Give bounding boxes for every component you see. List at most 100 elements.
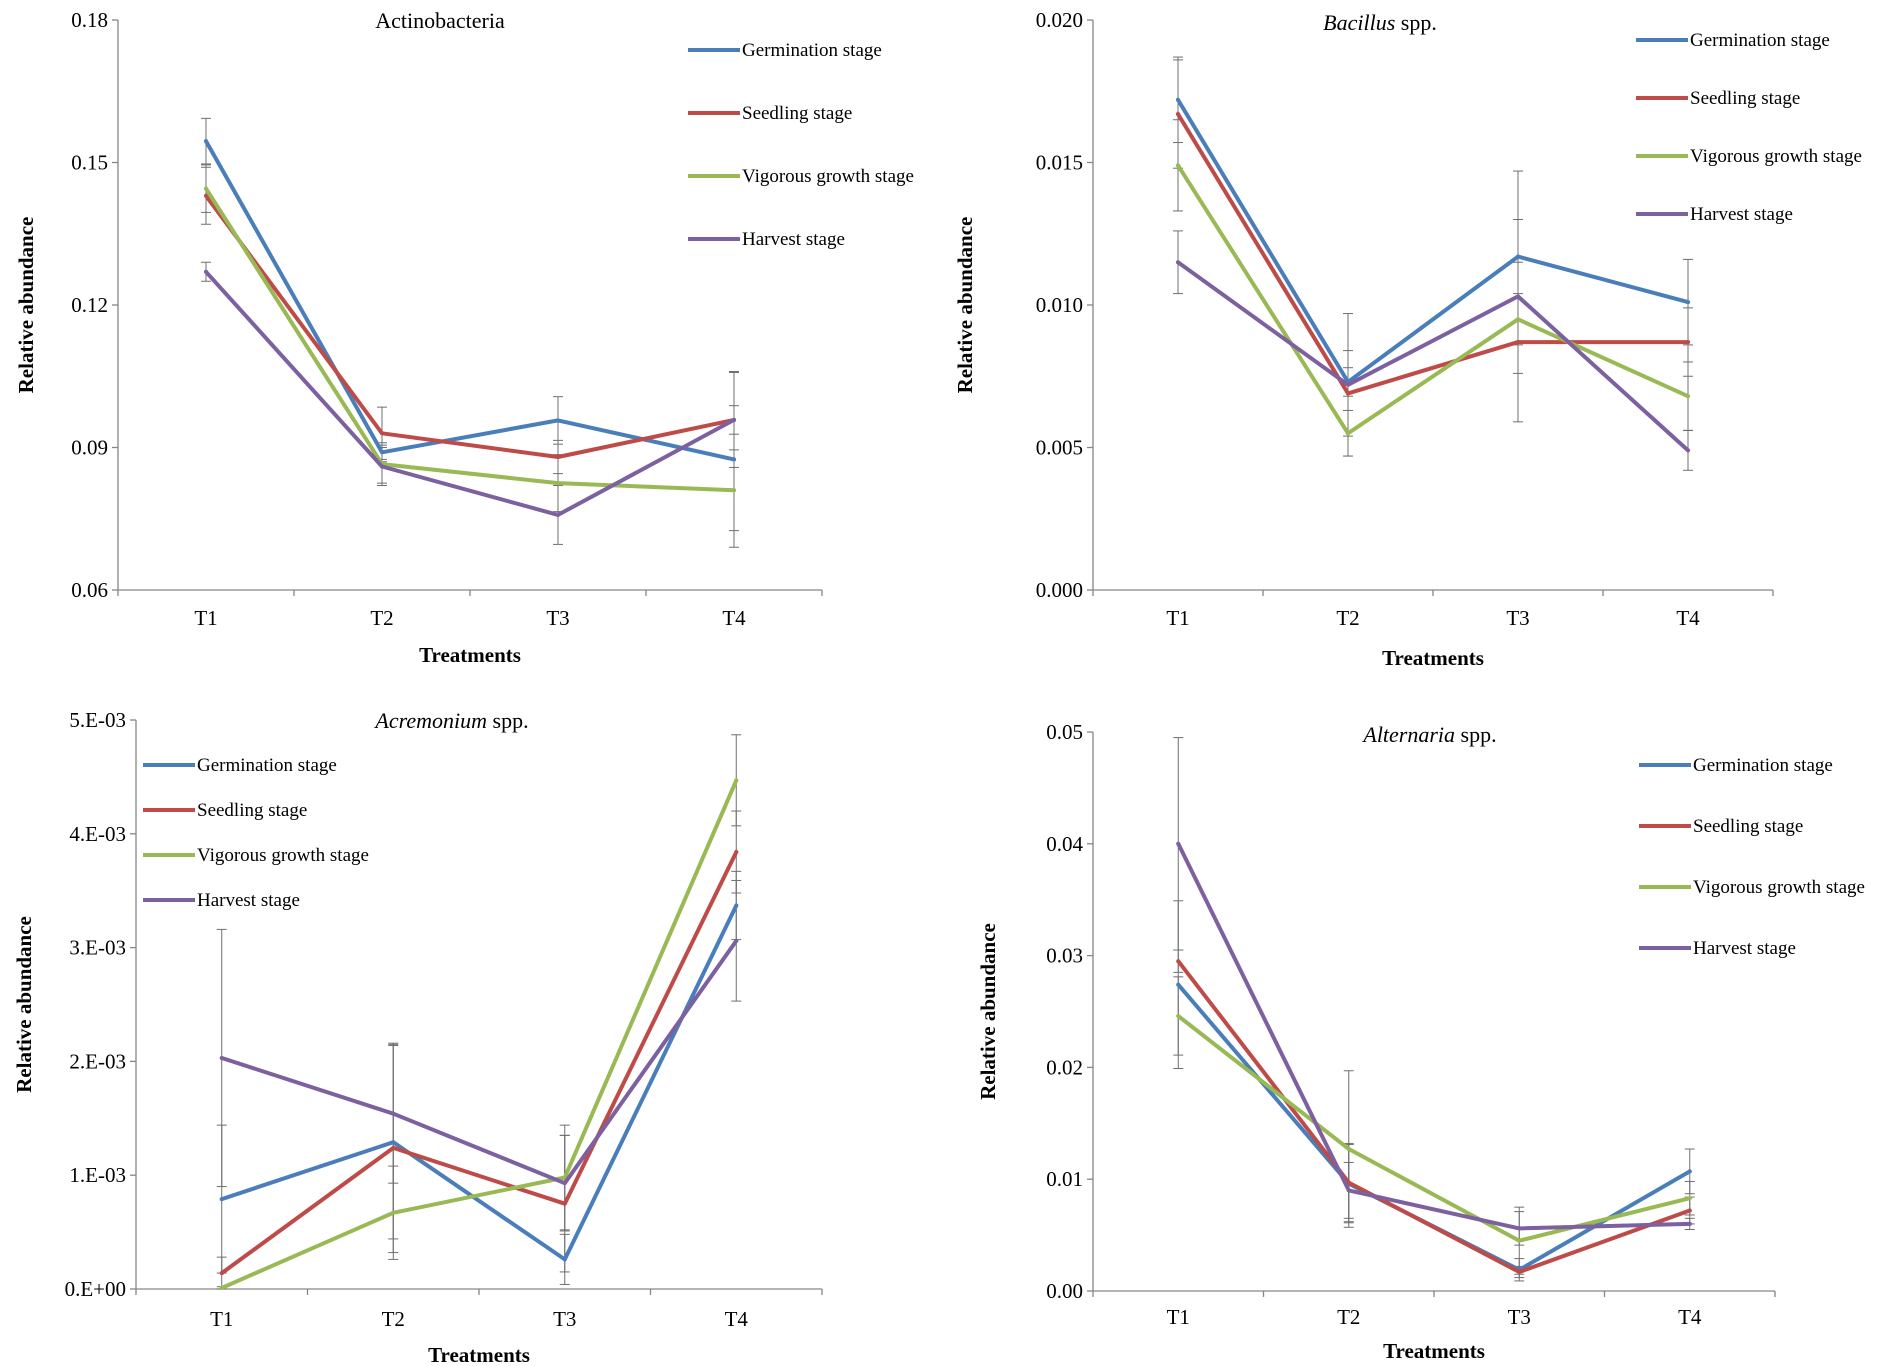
series-line-seedling-stage xyxy=(1176,112,1690,396)
series-line-seedling-stage xyxy=(1176,959,1692,1274)
series-line-harvest-stage xyxy=(1176,260,1690,453)
data-point-seedling-stage xyxy=(219,1271,224,1276)
series-line-vigorous-growth-stage xyxy=(1176,163,1690,436)
data-point-germination-stage xyxy=(562,1257,567,1262)
y-tick-label: 0.000 xyxy=(1036,578,1083,602)
data-point-germination-stage xyxy=(1176,97,1180,102)
y-axis-title: Relative abundance xyxy=(12,916,36,1093)
y-tick-label: 0.02 xyxy=(1046,1055,1083,1079)
data-point-vigorous-growth-stage xyxy=(734,778,739,783)
data-point-vigorous-growth-stage xyxy=(1176,163,1180,168)
x-tick-label: T2 xyxy=(1337,1305,1360,1329)
legend-label-germination-stage: Germination stage xyxy=(197,755,337,776)
y-tick-label: 0.03 xyxy=(1046,944,1083,968)
y-tick-label: 1.E-03 xyxy=(69,1163,126,1187)
chart-panel-3: 0.E+00 1.E-03 2.E-03 3.E-03 4.E-03 5.E-03 T1 T2… xyxy=(12,708,823,1366)
series-line-harvest-stage xyxy=(204,269,736,517)
y-tick-label: 5.E-03 xyxy=(69,708,126,732)
data-point-harvest-stage xyxy=(1517,1226,1522,1231)
data-point-seedling-stage xyxy=(1686,340,1690,345)
data-point-vigorous-growth-stage xyxy=(204,186,208,191)
data-point-harvest-stage xyxy=(562,1181,567,1186)
y-tick-label: 0.05 xyxy=(1046,720,1083,744)
y-tick-label: 0.00 xyxy=(1046,1279,1083,1303)
chart-title: Alternaria spp. xyxy=(1361,722,1496,747)
data-point-harvest-stage xyxy=(380,464,384,469)
series-line-harvest-stage xyxy=(1176,841,1692,1231)
x-axis-title: Treatments xyxy=(1383,1339,1485,1363)
y-tick-label: 0.01 xyxy=(1046,1167,1083,1191)
x-tick-label: T1 xyxy=(1166,606,1189,630)
data-point-vigorous-growth-stage xyxy=(1686,394,1690,399)
series-line-harvest-stage xyxy=(219,938,739,1186)
y-tick-label: 0.020 xyxy=(1036,8,1083,32)
data-point-harvest-stage xyxy=(1176,260,1180,265)
x-tick-label: T1 xyxy=(210,1307,233,1331)
x-tick-label: T1 xyxy=(194,606,217,630)
x-tick-label: T4 xyxy=(725,1307,749,1331)
y-tick-label: 0.09 xyxy=(71,436,108,460)
legend-label-seedling-stage: Seedling stage xyxy=(742,103,852,124)
data-point-harvest-stage xyxy=(1687,1221,1692,1226)
data-point-seedling-stage xyxy=(1517,1269,1522,1274)
legend-label-seedling-stage: Seedling stage xyxy=(197,800,307,821)
x-tick-label: T3 xyxy=(1508,1305,1531,1329)
data-point-harvest-stage xyxy=(219,1055,224,1060)
data-point-seedling-stage xyxy=(1176,112,1180,117)
data-point-vigorous-growth-stage xyxy=(1516,317,1520,322)
data-point-harvest-stage xyxy=(1516,294,1520,299)
data-point-harvest-stage xyxy=(1176,841,1181,846)
x-tick-label: T1 xyxy=(1167,1305,1190,1329)
data-point-vigorous-growth-stage xyxy=(732,488,736,493)
y-axis-title: Relative abundance xyxy=(953,217,977,394)
data-point-vigorous-growth-stage xyxy=(1346,431,1350,436)
data-point-germination-stage xyxy=(204,139,208,144)
data-point-harvest-stage xyxy=(1346,1188,1351,1193)
chart-title-part: Acremonium xyxy=(373,708,487,733)
data-point-harvest-stage xyxy=(391,1111,396,1116)
y-tick-label: 4.E-03 xyxy=(69,822,126,846)
y-axis-title: Relative abundance xyxy=(14,217,38,394)
data-point-harvest-stage xyxy=(1686,448,1690,453)
data-point-vigorous-growth-stage xyxy=(391,1210,396,1215)
legend-label-vigorous-growth-stage: Vigorous growth stage xyxy=(197,845,369,866)
y-tick-label: 0.18 xyxy=(71,8,108,32)
data-point-seedling-stage xyxy=(1346,1180,1351,1185)
data-point-vigorous-growth-stage xyxy=(556,481,560,486)
y-tick-label: 0.005 xyxy=(1036,436,1083,460)
x-tick-label: T2 xyxy=(370,606,393,630)
legend-label-seedling-stage: Seedling stage xyxy=(1690,88,1800,109)
x-tick-label: T4 xyxy=(1676,606,1700,630)
data-point-germination-stage xyxy=(1687,1169,1692,1174)
x-axis-title: Treatments xyxy=(428,1343,530,1366)
chart-title-part: Actinobacteria xyxy=(375,8,505,33)
data-point-vigorous-growth-stage xyxy=(1346,1147,1351,1152)
data-point-harvest-stage xyxy=(732,417,736,422)
data-point-germination-stage xyxy=(391,1140,396,1145)
y-tick-label: 0.06 xyxy=(71,578,108,602)
legend-label-germination-stage: Germination stage xyxy=(1690,30,1830,51)
legend-label-vigorous-growth-stage: Vigorous growth stage xyxy=(742,166,914,187)
x-tick-label: T3 xyxy=(553,1307,576,1331)
legend-label-seedling-stage: Seedling stage xyxy=(1693,816,1803,837)
y-tick-label: 0.15 xyxy=(71,151,108,175)
legend-label-vigorous-growth-stage: Vigorous growth stage xyxy=(1690,146,1862,167)
data-point-germination-stage xyxy=(219,1197,224,1202)
series-line-vigorous-growth-stage xyxy=(1176,1014,1692,1243)
data-point-seedling-stage xyxy=(380,431,384,436)
series-line-vigorous-growth-stage xyxy=(219,778,739,1290)
legend-label-germination-stage: Germination stage xyxy=(1693,755,1833,776)
data-point-harvest-stage xyxy=(556,512,560,517)
x-tick-label: T4 xyxy=(722,606,746,630)
x-tick-label: T3 xyxy=(1506,606,1529,630)
series-line-vigorous-growth-stage xyxy=(204,186,736,493)
data-point-vigorous-growth-stage xyxy=(1176,1013,1181,1018)
data-point-germination-stage xyxy=(1176,982,1181,987)
data-point-seedling-stage xyxy=(391,1145,396,1150)
data-point-germination-stage xyxy=(1516,254,1520,259)
data-point-seedling-stage xyxy=(1516,340,1520,345)
chart-panel-4: 0.00 0.01 0.02 0.03 0.04 0.05 T1 T2 T3 T4 Treatmen… xyxy=(976,720,1865,1363)
chart-title: Acremonium spp. xyxy=(373,708,528,733)
